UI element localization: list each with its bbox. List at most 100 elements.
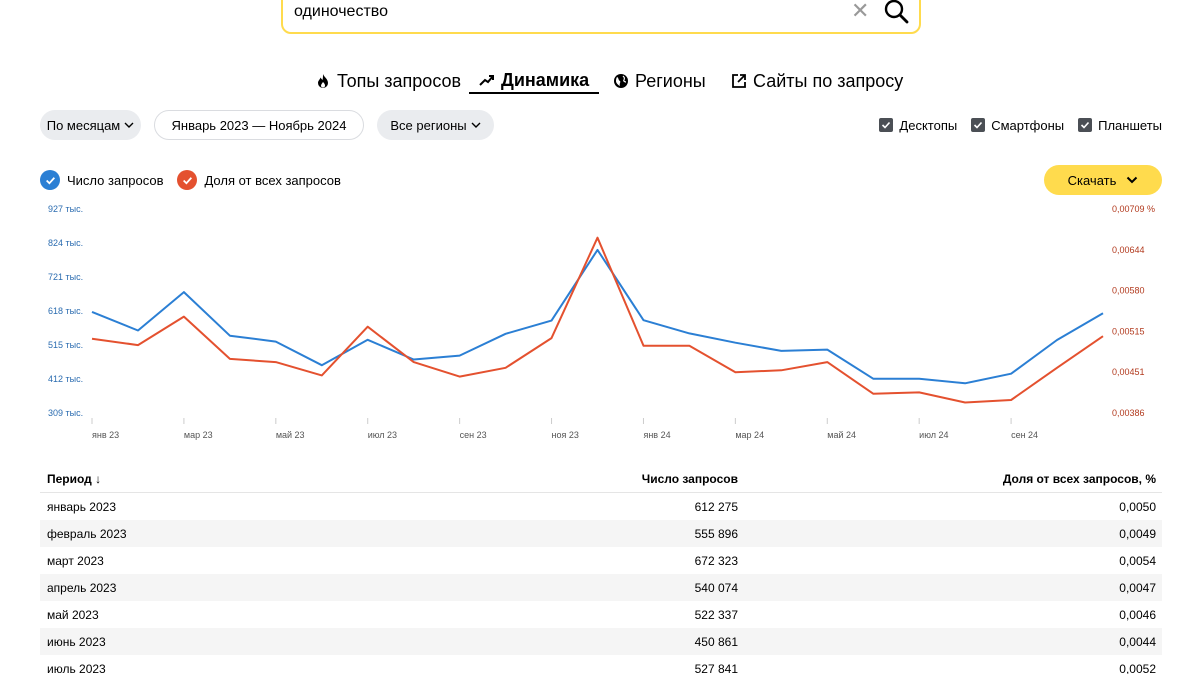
y-left-tick-label: 309 тыс. — [48, 408, 83, 418]
legend-item-share[interactable]: Доля от всех запросов — [177, 170, 341, 190]
x-tick-label: мар 24 — [735, 430, 764, 440]
series-line-count[interactable] — [91, 248, 1104, 385]
tab-regions[interactable]: Регионы — [613, 68, 706, 94]
period-label: Январь 2023 — Ноябрь 2024 — [171, 117, 347, 133]
table-row: февраль 2023 555 896 0,0049 — [40, 520, 1162, 547]
cell-share: 0,0049 — [1119, 526, 1156, 541]
table-row: январь 2023 612 275 0,0050 — [40, 493, 1162, 520]
dynamics-chart: 927 тыс. 824 тыс. 721 тыс. 618 тыс. 515 тыс.… — [48, 204, 1155, 440]
table-row: май 2023 522 337 0,0046 — [40, 601, 1162, 628]
check-icon[interactable] — [40, 170, 60, 190]
region-label: Все регионы — [390, 117, 467, 133]
cell-count: 540 074 — [694, 580, 738, 595]
tab-label: Сайты по запросу — [753, 70, 904, 91]
search-box[interactable]: одиночество ✕ — [281, 0, 921, 34]
region-select[interactable]: Все регионы — [377, 110, 494, 140]
table-row: июнь 2023 450 861 0,0044 — [40, 628, 1162, 655]
check-icon[interactable] — [879, 118, 894, 132]
table-row: апрель 2023 540 074 0,0047 — [40, 574, 1162, 601]
cell-count: 672 323 — [694, 553, 738, 568]
cell-period: январь 2023 — [47, 499, 116, 514]
x-tick-label: июл 23 — [368, 430, 397, 440]
y-left-tick-label: 618 тыс. — [48, 306, 83, 316]
check-icon[interactable] — [177, 170, 198, 190]
cell-period: март 2023 — [47, 553, 104, 568]
data-table: Период ↓ Число запросов Доля от всех зап… — [40, 466, 1162, 674]
chart-legend: Число запросов Доля от всех запросов — [40, 170, 341, 190]
tab-top-queries[interactable]: Топы запросов — [315, 68, 461, 94]
y-right-tick-label: 0,00644 — [1112, 245, 1145, 255]
cell-share: 0,0050 — [1119, 499, 1156, 514]
x-tick-label: янв 24 — [643, 430, 670, 440]
tabs-bar: Топы запросов Динамика Регионы Сайты по … — [0, 68, 1200, 96]
cell-count: 450 861 — [694, 634, 738, 649]
check-icon[interactable] — [971, 118, 986, 132]
x-tick-label: мар 23 — [184, 430, 213, 440]
chevron-down-icon — [471, 122, 481, 128]
legend-label: Доля от всех запросов — [204, 172, 341, 188]
cell-period: июнь 2023 — [47, 634, 106, 649]
tab-label: Регионы — [635, 70, 706, 91]
search-input[interactable]: одиночество — [294, 3, 388, 20]
cell-share: 0,0054 — [1119, 553, 1156, 568]
download-label: Скачать — [1067, 172, 1117, 188]
fire-icon — [318, 74, 328, 88]
cell-count: 555 896 — [694, 526, 738, 541]
x-tick-label: сен 24 — [1011, 430, 1038, 440]
check-icon[interactable] — [1078, 118, 1093, 132]
y-right-tick-label: 0,00451 — [1112, 367, 1145, 377]
checkbox-label: Десктопы — [899, 117, 958, 133]
x-tick-label: сен 23 — [460, 430, 487, 440]
checkbox-label: Планшеты — [1098, 117, 1162, 133]
tab-dynamics[interactable]: Динамика — [469, 68, 600, 94]
x-tick-label: янв 23 — [92, 430, 119, 440]
y-right-tick-label: 0,00709 % — [1112, 204, 1155, 214]
device-filters: Десктопы Смартфоны Планшеты — [879, 117, 1162, 133]
x-tick-label: июл 24 — [919, 430, 948, 440]
trend-icon — [479, 75, 494, 86]
tab-sites[interactable]: Сайты по запросу — [731, 68, 903, 94]
chevron-down-icon — [1127, 176, 1138, 184]
cell-count: 522 337 — [694, 607, 738, 622]
cell-share: 0,0047 — [1119, 580, 1156, 595]
cell-count: 612 275 — [694, 499, 738, 514]
series-line-share[interactable] — [91, 236, 1104, 404]
tab-label: Топы запросов — [337, 70, 462, 91]
cell-period: июль 2023 — [47, 661, 106, 674]
checkbox-tablets[interactable]: Планшеты — [1078, 117, 1162, 133]
external-link-icon — [732, 74, 746, 88]
cell-period: апрель 2023 — [47, 580, 117, 595]
x-tick-label: ноя 23 — [552, 430, 579, 440]
cell-period: май 2023 — [47, 607, 99, 622]
table-header: Период ↓ Число запросов Доля от всех зап… — [40, 466, 1162, 493]
legend-item-count[interactable]: Число запросов — [40, 170, 163, 190]
column-header-share[interactable]: Доля от всех запросов, % — [1002, 472, 1156, 486]
cell-share: 0,0044 — [1119, 634, 1156, 649]
table-row: июль 2023 527 841 0,0052 — [40, 655, 1162, 674]
column-header-period[interactable]: Период ↓ — [47, 472, 102, 486]
y-left-tick-label: 412 тыс. — [48, 374, 83, 384]
cell-period: февраль 2023 — [47, 526, 127, 541]
period-picker[interactable]: Январь 2023 — Ноябрь 2024 — [154, 110, 364, 140]
y-left-tick-label: 927 тыс. — [48, 204, 83, 214]
chevron-down-icon — [124, 122, 134, 128]
y-right-tick-label: 0,00386 — [1112, 408, 1145, 418]
y-right-tick-label: 0,00580 — [1112, 286, 1145, 296]
checkbox-label: Смартфоны — [991, 117, 1065, 133]
checkbox-smartphones[interactable]: Смартфоны — [971, 117, 1064, 133]
y-left-tick-label: 721 тыс. — [48, 272, 83, 282]
column-header-count[interactable]: Число запросов — [641, 472, 738, 486]
cell-share: 0,0046 — [1119, 607, 1156, 622]
group-by-label: По месяцам — [46, 117, 121, 133]
search-icon[interactable] — [883, 0, 909, 24]
cell-count: 527 841 — [694, 661, 738, 674]
x-tick-label: май 24 — [827, 430, 856, 440]
y-left-tick-label: 824 тыс. — [48, 238, 83, 248]
globe-icon — [614, 74, 628, 88]
group-by-select[interactable]: По месяцам — [40, 110, 141, 140]
legend-label: Число запросов — [67, 172, 164, 188]
y-right-tick-label: 0,00515 — [1112, 326, 1145, 336]
clear-icon[interactable]: ✕ — [851, 0, 870, 23]
checkbox-desktop[interactable]: Десктопы — [879, 117, 957, 133]
download-button[interactable]: Скачать — [1044, 165, 1162, 195]
